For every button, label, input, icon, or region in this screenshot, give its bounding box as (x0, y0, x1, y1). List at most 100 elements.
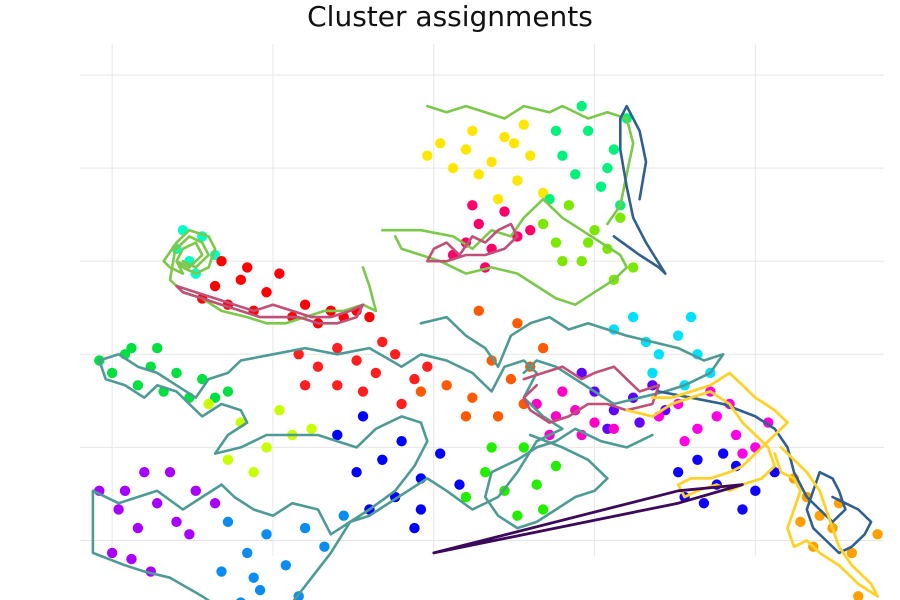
scatter-point (627, 262, 639, 273)
scatter-point (647, 367, 658, 379)
scatter-point (505, 373, 517, 385)
scatter-point (608, 423, 620, 434)
scatter-point (357, 386, 369, 397)
scatter-point (209, 392, 221, 403)
route-path (91, 346, 564, 600)
scatter-point (415, 386, 427, 397)
scatter-point (126, 553, 137, 565)
scatter-point (216, 566, 227, 577)
scatter-point (312, 361, 324, 372)
scatter-point (261, 287, 272, 298)
scatter-point (492, 193, 504, 205)
route-path (483, 427, 654, 530)
scatter-point (492, 411, 504, 422)
route-path (657, 390, 873, 555)
scatter-point (164, 467, 176, 478)
route-path (432, 483, 744, 555)
scatter-point (332, 342, 343, 354)
scatter-point (576, 367, 587, 379)
scatter-point (467, 125, 478, 137)
scatter-point (518, 442, 530, 453)
scatter-point (737, 448, 748, 459)
scatter-point (846, 547, 858, 559)
scatter-point (634, 417, 645, 428)
scatter-point (795, 516, 806, 528)
scatter-point (685, 311, 697, 323)
scatter-point (377, 454, 388, 466)
scatter-point (338, 510, 349, 521)
scatter-point (582, 237, 594, 248)
scatter-point (113, 504, 124, 515)
scatter-point (576, 100, 587, 112)
scatter-point (106, 367, 118, 379)
scatter-point (512, 510, 523, 521)
scatter-point (357, 411, 369, 422)
scatter-point (447, 162, 459, 174)
scatter-point (711, 411, 722, 422)
scatter-point (235, 274, 246, 286)
grid (80, 44, 884, 556)
scatter-point (473, 169, 484, 180)
points-layer (94, 100, 883, 600)
scatter-point (299, 380, 311, 391)
scatter-point (106, 547, 118, 559)
scatter-point (853, 591, 864, 600)
scatter-point (132, 380, 144, 391)
scatter-point (672, 467, 684, 478)
scatter-point (672, 330, 684, 341)
scatter-point (222, 516, 234, 528)
route-path (773, 445, 879, 598)
scatter-point (467, 200, 478, 211)
scatter-point (499, 131, 510, 143)
scatter-point (396, 435, 407, 447)
scatter-point (557, 150, 568, 161)
scatter-point (872, 529, 883, 540)
scatter-point (550, 460, 562, 472)
scatter-point (119, 485, 131, 497)
scatter-point (434, 138, 446, 149)
scatter-point (537, 187, 549, 199)
scatter-point (692, 454, 703, 466)
scatter-point (460, 411, 472, 422)
chart-title: Cluster assignments (307, 0, 593, 33)
scatter-point (216, 256, 227, 267)
route-path (419, 315, 725, 406)
scatter-point (248, 572, 259, 583)
scatter-point (139, 467, 150, 478)
scatter-point (467, 392, 478, 403)
scatter-point (299, 299, 311, 310)
scatter-point (184, 529, 195, 540)
scatter-point (512, 175, 523, 186)
route-path (522, 365, 661, 424)
scatter-point (525, 150, 536, 161)
scatter-point (653, 349, 665, 360)
scatter-point (415, 504, 427, 515)
scatter-point (274, 268, 285, 279)
paths-layer (91, 104, 879, 600)
scatter-point (486, 442, 497, 453)
scatter-point (351, 355, 362, 366)
scatter-point (537, 342, 549, 354)
scatter-point (750, 485, 761, 497)
scatter-point (190, 485, 201, 497)
scatter-point (242, 262, 253, 273)
scatter-point (332, 380, 343, 391)
scatter-point (557, 386, 568, 397)
scatter-point (171, 367, 182, 379)
scatter-point (409, 373, 420, 385)
scatter-point (377, 336, 388, 348)
scatter-point (126, 342, 137, 354)
scatter-point (460, 144, 472, 155)
scatter-point (293, 349, 304, 360)
scatter-point (422, 361, 433, 372)
scatter-point (473, 218, 484, 230)
route-path (162, 228, 378, 325)
scatter-point (525, 224, 536, 236)
scatter-point (222, 386, 234, 397)
scatter-point (422, 150, 433, 161)
scatter-point (537, 218, 549, 230)
scatter-point (389, 349, 401, 360)
scatter-point (454, 479, 465, 490)
scatter-point (396, 398, 407, 410)
scatter-point (737, 504, 748, 515)
